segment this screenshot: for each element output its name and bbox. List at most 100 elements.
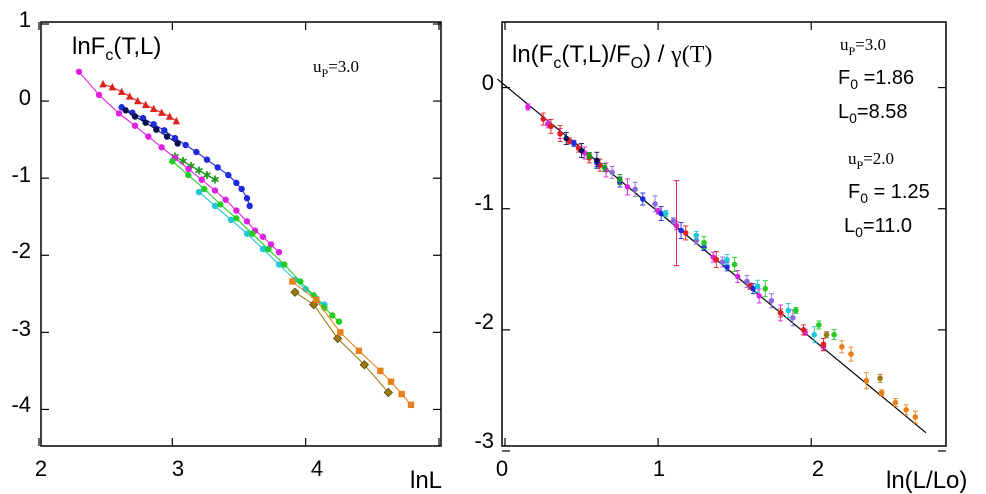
left-series-8-point	[387, 378, 395, 385]
annotation-up3-l0-sub: 0	[849, 110, 857, 126]
annotation-up2-l0-label: L	[844, 215, 855, 237]
right-series-8-point	[586, 152, 593, 159]
left-series-8-point	[337, 329, 344, 336]
left-y-tick-m4: -4	[11, 392, 31, 417]
right-series-5-point	[793, 307, 799, 314]
left-series-6-point	[281, 261, 288, 268]
left-series-4-point	[185, 165, 192, 173]
left-series-6-point	[335, 318, 343, 325]
left-series-5-point	[227, 216, 235, 224]
left-series-3-point: ✱	[202, 169, 211, 182]
annotation-up2-value: =2.0	[863, 149, 894, 168]
left-series-6-point	[169, 158, 176, 165]
right-title-mid: (T,L)/F	[561, 41, 630, 68]
right-series-5-point	[731, 261, 738, 268]
left-series-0-point	[133, 96, 142, 105]
right-series-3-point	[768, 297, 775, 304]
right-series-7-point	[903, 407, 909, 413]
left-series-1-point	[150, 121, 157, 128]
left-series-6-point	[329, 312, 336, 319]
left-series-4-point	[145, 133, 152, 140]
right-series-9-point	[594, 157, 600, 164]
left-x-tick-2: 2	[35, 456, 47, 481]
annotation-up2-u: uP=2.0	[848, 149, 894, 172]
left-series-0-line	[102, 83, 177, 122]
left-series-6-point	[297, 278, 304, 285]
right-series-0-point	[624, 184, 631, 190]
left-series-3-point: ✱	[194, 164, 203, 177]
left-series-0-point	[117, 87, 126, 96]
left-series-0-point	[108, 83, 117, 91]
left-series-4-point	[211, 187, 219, 194]
right-series-0-point	[734, 273, 741, 280]
left-series-2-point	[153, 126, 160, 133]
right-series-3-point	[744, 278, 750, 285]
left-series-2-point	[131, 113, 139, 120]
left-annotation-value: =3.0	[328, 57, 359, 76]
left-annotation-u: u	[313, 57, 322, 76]
left-series-0-point	[157, 108, 166, 116]
left-series-6-point	[217, 201, 224, 208]
left-series-7-point	[290, 287, 300, 297]
left-chart-title: lnFc(T,L)	[72, 33, 161, 64]
left-y-tick-m3: -3	[11, 316, 31, 341]
left-series-6-point	[249, 230, 256, 237]
right-series-4-point	[785, 307, 792, 314]
right-title-gamma: γ(T)	[670, 42, 712, 68]
left-series-4-point	[75, 68, 83, 75]
left-y-tick-1: 1	[19, 7, 31, 32]
right-series-9-point	[563, 135, 570, 142]
left-series-2-point	[174, 140, 181, 147]
right-series-7-point	[863, 377, 870, 384]
left-series-6-point	[233, 215, 240, 222]
left-series-6-point	[201, 185, 208, 193]
annotation-up3-u-text: u	[840, 35, 849, 54]
left-annotation: uP=3.0	[313, 57, 359, 80]
left-series-4-point	[198, 176, 205, 183]
left-y-tick-m2: -2	[11, 238, 31, 263]
left-series-5-point	[195, 188, 203, 196]
right-ticks	[502, 22, 946, 452]
right-series-3-point	[719, 259, 726, 265]
right-series-3-point	[670, 218, 677, 224]
right-series-3-point	[693, 237, 700, 244]
right-y-tick-m1: -1	[474, 190, 494, 215]
right-series-2-point	[724, 264, 730, 270]
left-series-0-point	[172, 116, 181, 125]
right-series-7-point	[878, 390, 885, 396]
right-series-1-point	[540, 116, 547, 122]
left-series-8-point	[355, 347, 363, 355]
right-x-tick-1: 1	[653, 456, 665, 481]
left-title-main: lnF	[72, 33, 105, 60]
right-x-tick-0: 0	[496, 456, 508, 481]
left-series-0-point	[149, 104, 158, 112]
left-series-4-point	[222, 196, 229, 203]
left-series-3-point: ✱	[178, 155, 187, 168]
right-series-1-point	[548, 123, 554, 130]
right-series-4-point	[693, 232, 700, 239]
right-series-7-point	[848, 351, 854, 357]
left-series-1-point	[203, 156, 211, 163]
annotation-up3-l0-label: L	[838, 101, 849, 123]
left-series-4-line	[78, 71, 280, 253]
right-series-6-point	[877, 375, 883, 382]
right-title-sub: c	[553, 55, 561, 72]
left-series-4-point	[243, 218, 251, 225]
left-series-2-point	[142, 119, 149, 126]
left-series-1-point	[161, 127, 168, 134]
left-series-4-point	[233, 207, 240, 214]
left-series-1-point	[225, 171, 232, 179]
right-series-4-point	[811, 331, 818, 338]
annotation-up3-f0-sub: 0	[850, 76, 858, 92]
right-marks	[525, 103, 919, 424]
right-series-8-point	[617, 176, 623, 183]
right-series-1-point	[777, 310, 784, 316]
left-series-3-line	[174, 156, 216, 181]
left-series-1-point	[171, 134, 179, 142]
right-series-3-point	[790, 314, 796, 321]
right-series-2-point	[571, 140, 577, 147]
annotation-up3-l0-value: =8.58	[857, 101, 908, 123]
left-y-tick-m1: -1	[11, 162, 31, 187]
left-marks: ✱✱✱✱✱✱	[75, 68, 415, 409]
left-x-tick-4: 4	[311, 456, 323, 481]
